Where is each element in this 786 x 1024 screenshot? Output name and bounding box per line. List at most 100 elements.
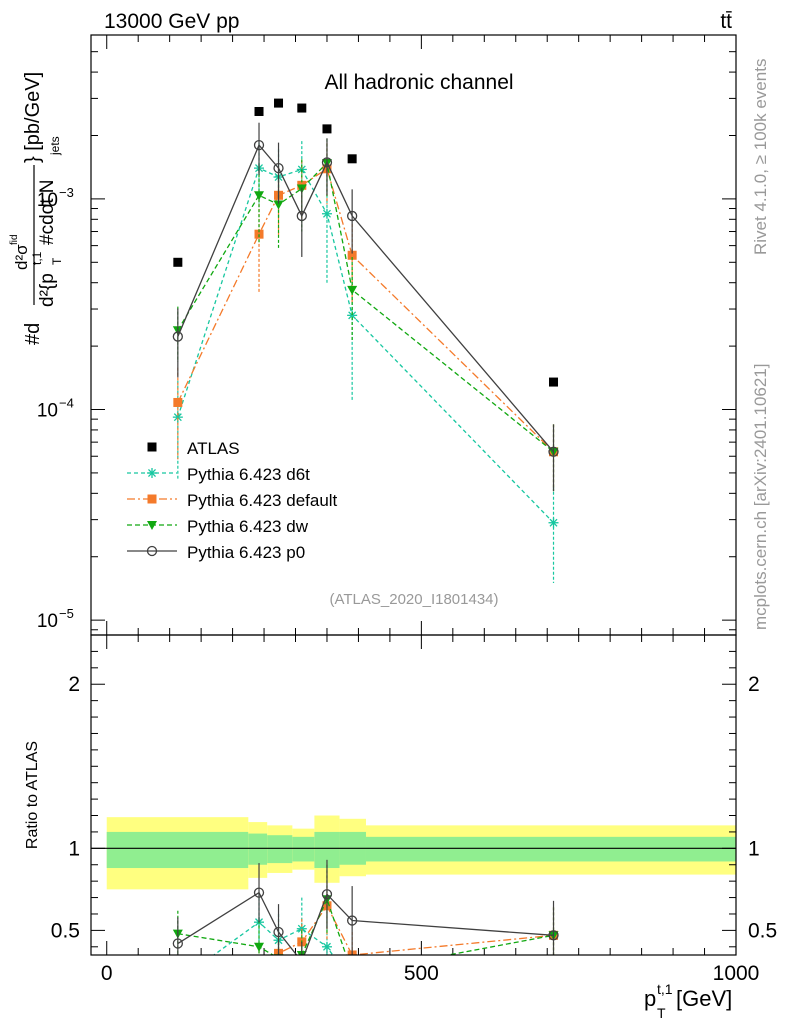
ratio-line-dw bbox=[177, 897, 554, 955]
legend-item-default: Pythia 6.423 default bbox=[127, 491, 338, 510]
legend-item-d6t: Pythia 6.423 d6t bbox=[127, 465, 310, 484]
data-point-atlas bbox=[549, 377, 559, 387]
y-label-den-sup: t,1 bbox=[30, 251, 44, 265]
ratio-point-d6t bbox=[347, 978, 357, 988]
ratio-point-default bbox=[173, 972, 182, 981]
legend-marker-atlas bbox=[147, 442, 157, 452]
y-tick-label: 10 bbox=[37, 190, 58, 211]
ratio-point-p0 bbox=[548, 930, 559, 941]
ratio-y-tick-label-right: 2 bbox=[748, 673, 760, 696]
ratio-point-p0 bbox=[253, 887, 265, 898]
ratio-point-p0 bbox=[273, 926, 284, 938]
series-line-default bbox=[177, 167, 554, 453]
ratio-series-d6t bbox=[212, 892, 559, 988]
y-label-prefix: #d bbox=[22, 323, 44, 345]
legend-item-dw: Pythia 6.423 dw bbox=[127, 517, 309, 536]
ratio-point-d6t bbox=[321, 941, 332, 952]
series-line-p0 bbox=[177, 143, 555, 453]
data-point-dw bbox=[347, 285, 358, 295]
series-p0 bbox=[172, 122, 559, 492]
data-point-atlas bbox=[274, 98, 284, 108]
ratio-band-inner bbox=[248, 833, 268, 865]
x-label-sub: T bbox=[657, 1005, 666, 1021]
data-point-d6t bbox=[321, 208, 332, 219]
main-series bbox=[172, 98, 559, 584]
ratio-y-axis-label: Ratio to ATLAS bbox=[24, 741, 41, 849]
x-label-unit: [GeV] bbox=[676, 986, 732, 1011]
rivet-label: Rivet 4.1.0, ≥ 100k events bbox=[751, 58, 770, 255]
x-tick-label: 0 bbox=[101, 962, 113, 985]
legend-label-p0: Pythia 6.423 p0 bbox=[187, 543, 305, 562]
y-label-den-rest: #cdot N bbox=[37, 180, 58, 245]
ratio-point-dw bbox=[273, 954, 284, 955]
ratio-point-d6t bbox=[549, 973, 559, 983]
y-label-den-sub: T bbox=[50, 257, 64, 265]
ratio-y-tick-label: 0.5 bbox=[51, 919, 80, 942]
ratio-point-dw bbox=[254, 942, 265, 952]
ratio-y-tick-label-right: 0.5 bbox=[748, 919, 777, 942]
legend-marker-default bbox=[147, 494, 157, 504]
series-line-dw bbox=[177, 161, 554, 453]
legend-item-p0: Pythia 6.423 p0 bbox=[127, 543, 305, 562]
legend-marker-dw bbox=[147, 521, 157, 530]
y-label-unit: } [pb/GeV] bbox=[22, 72, 44, 163]
data-point-atlas bbox=[322, 124, 332, 134]
legend: ATLAS Pythia 6.423 d6t Pythia 6.423 defaul… bbox=[127, 439, 338, 562]
ratio-band-inner bbox=[292, 836, 315, 862]
ratio-line-default bbox=[275, 904, 554, 955]
data-point-atlas bbox=[173, 257, 183, 267]
x-label-base: p bbox=[644, 986, 656, 1011]
data-point-p0 bbox=[273, 162, 284, 174]
energy-label: 13000 GeV pp bbox=[104, 10, 239, 33]
data-point-p0 bbox=[346, 210, 358, 222]
y-label-numerator: d²σ bbox=[12, 244, 31, 270]
ratio-y-tick-label: 1 bbox=[68, 837, 80, 860]
data-point-default bbox=[254, 229, 264, 239]
process-label: tt̄ bbox=[720, 10, 732, 33]
ratio-uncertainty-bands bbox=[91, 815, 736, 890]
x-tick-label: 500 bbox=[404, 962, 439, 985]
y-label-numerator-sup: fid bbox=[9, 234, 20, 245]
analysis-label: (ATLAS_2020_I1801434) bbox=[329, 591, 498, 608]
ratio-point-p0 bbox=[297, 957, 306, 966]
x-label-sup: t,1 bbox=[657, 981, 673, 997]
legend-label-atlas: ATLAS bbox=[187, 439, 240, 458]
ratio-series-p0 bbox=[172, 859, 559, 966]
data-point-atlas bbox=[254, 106, 264, 116]
ratio-point-p0 bbox=[346, 915, 358, 926]
ratio-point-default bbox=[255, 965, 264, 974]
data-point-p0 bbox=[172, 331, 183, 342]
data-point-dw bbox=[254, 191, 265, 201]
x-axis-label: pTt,1 [GeV] bbox=[644, 981, 732, 1021]
data-point-default bbox=[173, 397, 183, 407]
ratio-y-tick-label-right: 1 bbox=[748, 837, 760, 860]
legend-marker-d6t bbox=[147, 468, 157, 478]
data-point-d6t bbox=[548, 517, 559, 528]
data-point-p0 bbox=[253, 139, 265, 151]
mcplots-label: mcplots.cern.ch [arXiv:2401.10621] bbox=[751, 363, 770, 630]
ratio-band-inner bbox=[106, 831, 249, 869]
legend-label-default: Pythia 6.423 default bbox=[187, 491, 338, 510]
ratio-line-p0 bbox=[177, 891, 554, 955]
channel-label: All hadronic channel bbox=[324, 71, 513, 94]
data-point-atlas bbox=[297, 103, 307, 113]
y-tick-exponent: −3 bbox=[59, 185, 74, 200]
ratio-axis-ticks: 0 500 1000 0.5 0.5 1 1 2 2 bbox=[51, 634, 777, 985]
y-tick-exponent: −4 bbox=[59, 396, 74, 411]
data-point-atlas bbox=[347, 154, 357, 164]
legend-label-dw: Pythia 6.423 dw bbox=[187, 517, 309, 536]
ratio-series bbox=[172, 859, 559, 988]
y-label-denominator: d²{p bbox=[37, 273, 58, 307]
x-tick-label: 1000 bbox=[713, 962, 760, 985]
ratio-point-p0 bbox=[172, 938, 183, 949]
data-point-dw bbox=[273, 200, 284, 210]
y-tick-exponent: −5 bbox=[59, 606, 74, 621]
y-tick-label: 10 bbox=[37, 611, 58, 632]
ratio-frame bbox=[90, 634, 737, 956]
ratio-point-p0 bbox=[321, 889, 333, 900]
legend-label-d6t: Pythia 6.423 d6t bbox=[187, 465, 310, 484]
ratio-point-dw bbox=[347, 969, 357, 978]
y-label-den-jets: jets bbox=[48, 136, 62, 156]
